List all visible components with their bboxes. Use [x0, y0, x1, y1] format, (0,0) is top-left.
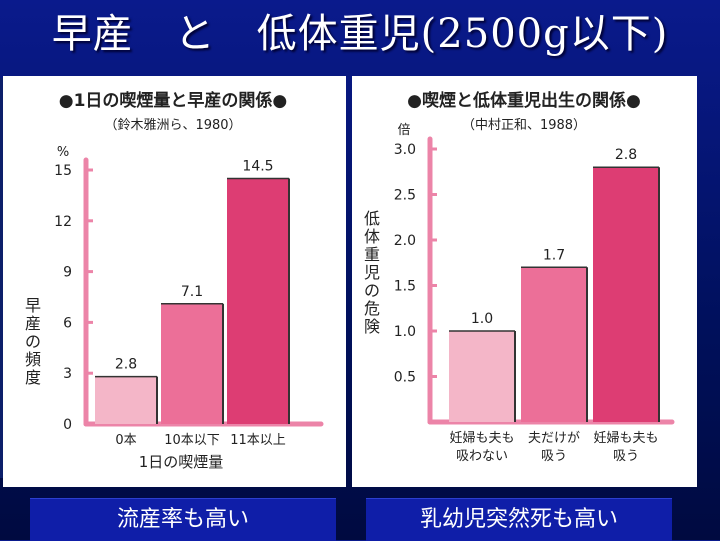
caption-sids: 乳幼児突然死も高い	[366, 498, 672, 541]
x-category-label: 夫だけが	[528, 431, 580, 446]
y-tick-label: 12	[54, 214, 72, 230]
x-category-label: 0本	[115, 433, 136, 448]
y-axis-title-char: 児	[364, 263, 380, 282]
x-category-label: 妊婦も夫も	[593, 430, 658, 446]
y-tick-label: 0	[63, 417, 72, 433]
y-axis-title-char: 危	[364, 299, 380, 318]
x-axis-title: 1日の喫煙量	[139, 453, 224, 471]
y-unit-label: %	[57, 145, 69, 160]
x-category-label: 妊婦も夫も	[449, 430, 514, 446]
chart-subtitle: （中村正和、1988）	[462, 118, 586, 133]
x-category-label: 吸う	[613, 449, 639, 464]
x-category-label: 吸わない	[456, 449, 508, 464]
bar	[593, 167, 659, 422]
bar	[521, 267, 587, 422]
y-axis-title-char: 産	[25, 314, 41, 333]
bar-value-label: 1.7	[543, 247, 565, 263]
chart-panel-smoking-preterm: ●1日の喫煙量と早産の関係● （鈴木雅洲ら、1980）% 早産の頻度 0 3 6 9 12 15…	[3, 76, 346, 487]
y-axis-title-char: の	[25, 332, 41, 351]
y-axis-title-char: 重	[364, 245, 380, 264]
y-tick-label: 1.5	[394, 279, 416, 295]
x-category-label: 11本以上	[230, 433, 286, 448]
y-axis-title-char: 頻	[25, 350, 41, 369]
bar-value-label: 7.1	[181, 284, 203, 300]
bar-value-label: 2.8	[115, 357, 137, 373]
y-tick-label: 9	[63, 265, 72, 281]
chart-title: ●1日の喫煙量と早産の関係●	[59, 90, 288, 111]
y-unit-label: 倍	[397, 123, 410, 138]
y-tick-label: 2.0	[394, 233, 416, 249]
y-axis-title-char: 低	[364, 209, 380, 228]
chart-subtitle: （鈴木雅洲ら、1980）	[104, 118, 241, 133]
x-category-label: 吸う	[541, 449, 567, 464]
bar	[95, 376, 157, 424]
bar	[227, 178, 289, 424]
y-axis-title-char: 度	[25, 368, 41, 387]
y-axis-title-char: 険	[364, 317, 380, 336]
bar-value-label: 1.0	[471, 311, 493, 327]
y-tick-label: 3.0	[394, 142, 416, 158]
y-tick-label: 1.0	[394, 324, 416, 340]
y-axis-title-char: 早	[25, 296, 41, 315]
y-tick-label: 0.5	[394, 370, 416, 386]
chart-panel-smoking-low-birth-weight: ●喫煙と低体重児出生の関係● （中村正和、1988） 倍低体重児の危険 0.5 1.0 1…	[352, 76, 697, 487]
x-category-label: 10本以下	[164, 433, 220, 448]
slide-title: 早産 と 低体重児(2500g以下)	[51, 11, 669, 57]
y-tick-label: 3	[63, 366, 72, 382]
bar-value-label: 14.5	[242, 158, 273, 174]
y-tick-label: 15	[54, 163, 72, 179]
y-tick-label: 2.5	[394, 188, 416, 204]
bar	[161, 303, 223, 424]
y-tick-label: 6	[63, 315, 72, 331]
chart-title: ●喫煙と低体重児出生の関係●	[407, 90, 641, 111]
bar	[449, 331, 515, 422]
y-axis-title-char: の	[364, 281, 380, 300]
y-axis-title-char: 体	[364, 227, 380, 246]
caption-miscarriage: 流産率も高い	[30, 498, 336, 541]
bar-value-label: 2.8	[615, 147, 637, 163]
